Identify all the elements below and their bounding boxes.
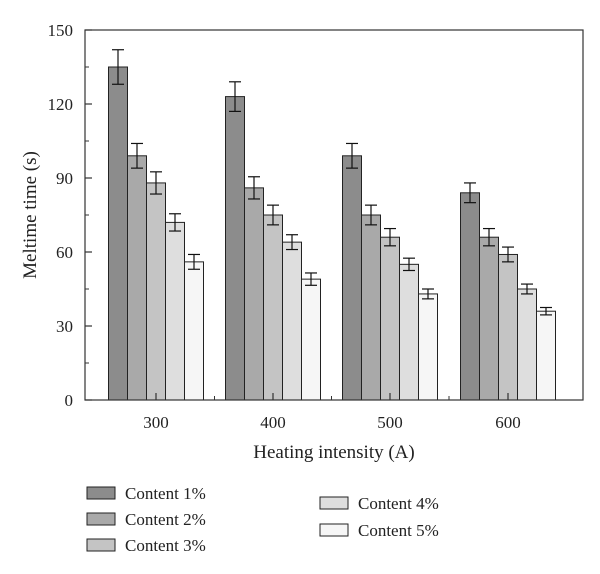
error-bar bbox=[422, 288, 434, 300]
error-bar bbox=[267, 204, 279, 226]
error-bar bbox=[502, 246, 514, 263]
bars-layer bbox=[108, 66, 556, 401]
error-bar bbox=[286, 234, 298, 251]
error-bar bbox=[464, 182, 476, 204]
legend-item: Content 1% bbox=[86, 484, 206, 503]
error-bar bbox=[540, 306, 552, 316]
error-bar bbox=[112, 49, 124, 85]
legend-label: Content 4% bbox=[358, 494, 439, 513]
y-axis-label: Meltime time (s) bbox=[20, 151, 41, 279]
x-axis-label: Heating intensity (A) bbox=[253, 442, 414, 463]
y-tick-label: 150 bbox=[48, 21, 74, 40]
legend-label: Content 2% bbox=[125, 510, 206, 529]
legend-item: Content 4% bbox=[319, 494, 439, 513]
error-bar bbox=[150, 171, 162, 195]
error-bar bbox=[305, 272, 317, 286]
legend-swatch bbox=[319, 523, 349, 537]
bar bbox=[460, 192, 480, 401]
bar bbox=[380, 236, 400, 401]
y-tick-label: 60 bbox=[56, 243, 73, 262]
y-tick-label: 30 bbox=[56, 317, 73, 336]
error-bar bbox=[384, 227, 396, 247]
y-axis: 0 30 60 90 120 150 bbox=[48, 21, 92, 410]
bar bbox=[127, 155, 147, 401]
legend-swatch bbox=[86, 512, 116, 526]
error-bar bbox=[483, 227, 495, 247]
legend-swatch bbox=[319, 496, 349, 510]
bar bbox=[146, 182, 166, 401]
x-axis: 300 400 500 600 bbox=[143, 393, 521, 432]
bar bbox=[184, 261, 204, 401]
bar bbox=[282, 241, 302, 401]
bar bbox=[361, 214, 381, 401]
error-bar bbox=[131, 142, 143, 169]
bar bbox=[479, 236, 499, 401]
error-bar bbox=[248, 176, 260, 200]
bar bbox=[498, 253, 518, 401]
error-bars-layer bbox=[112, 49, 552, 316]
legend-item: Content 2% bbox=[86, 510, 206, 529]
bar bbox=[263, 214, 283, 401]
bar bbox=[536, 310, 556, 401]
bar bbox=[165, 221, 185, 401]
legend-swatch bbox=[86, 538, 116, 552]
bar bbox=[244, 187, 264, 401]
x-tick-label: 500 bbox=[377, 413, 403, 432]
error-bar bbox=[346, 142, 358, 169]
legend-item: Content 3% bbox=[86, 536, 206, 555]
y-tick-label: 120 bbox=[48, 95, 74, 114]
bar bbox=[225, 96, 245, 401]
bar bbox=[301, 278, 321, 401]
y-tick-label: 0 bbox=[65, 391, 74, 410]
x-tick-label: 400 bbox=[260, 413, 286, 432]
x-tick-label: 300 bbox=[143, 413, 169, 432]
error-bar bbox=[403, 257, 415, 272]
bar bbox=[418, 293, 438, 401]
y-tick-label: 90 bbox=[56, 169, 73, 188]
legend-label: Content 1% bbox=[125, 484, 206, 503]
bar bbox=[108, 66, 128, 401]
error-bar bbox=[188, 253, 200, 270]
error-bar bbox=[169, 213, 181, 232]
error-bar bbox=[229, 81, 241, 113]
legend-swatch bbox=[86, 486, 116, 500]
error-bar bbox=[365, 204, 377, 226]
error-bar bbox=[521, 283, 533, 295]
legend-item: Content 5% bbox=[319, 521, 439, 540]
legend-label: Content 5% bbox=[358, 521, 439, 540]
bar bbox=[342, 155, 362, 401]
x-tick-label: 600 bbox=[495, 413, 521, 432]
bar bbox=[517, 288, 537, 401]
legend: Content 1% Content 2% Content 3% Content 4%… bbox=[86, 484, 439, 555]
legend-label: Content 3% bbox=[125, 536, 206, 555]
bar bbox=[399, 263, 419, 401]
